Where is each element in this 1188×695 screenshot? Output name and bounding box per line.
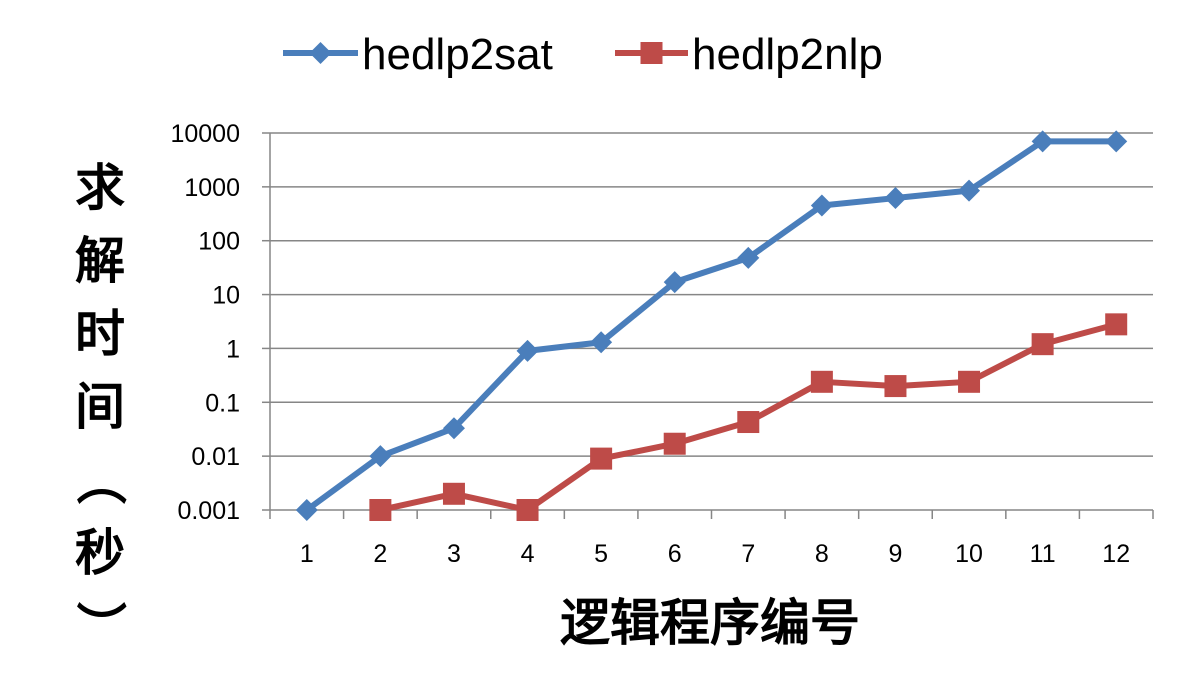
data-point (884, 375, 907, 398)
data-point (884, 187, 907, 210)
series-layer (295, 130, 1128, 521)
data-point (810, 194, 833, 217)
axes (262, 132, 1154, 519)
data-point (1031, 333, 1054, 356)
data-point (442, 417, 465, 440)
data-point (516, 339, 539, 362)
gridlines (270, 132, 1153, 457)
data-point (1031, 130, 1054, 153)
data-point (1105, 130, 1128, 153)
series-line (305, 138, 1117, 513)
series-hedlp2nlp (369, 313, 1128, 521)
y-axis-title-char: 时 (75, 304, 125, 363)
y-tick-label: 1000 (184, 174, 240, 202)
x-tick-label: 11 (1030, 540, 1056, 568)
x-tick-label: 7 (741, 540, 755, 568)
x-tick-label: 9 (889, 540, 903, 568)
y-axis-title-char: 求 (75, 158, 125, 217)
legend-label: hedlp2nlp (692, 30, 883, 79)
x-tick-label: 5 (594, 540, 608, 568)
data-point (737, 411, 760, 434)
data-point (516, 499, 539, 521)
data-point (295, 499, 318, 521)
x-tick-label: 12 (1102, 540, 1130, 568)
x-tick-label: 1 (300, 540, 314, 568)
data-point (442, 482, 465, 505)
x-tick-label: 2 (373, 540, 387, 568)
data-point (1105, 313, 1128, 336)
legend-label: hedlp2sat (362, 30, 553, 79)
data-point (369, 445, 392, 468)
data-point (958, 370, 981, 393)
y-tick-label: 10 (212, 282, 240, 310)
y-axis-title-char: 解 (75, 231, 125, 290)
y-axis-title-char: 秒 (75, 523, 125, 582)
legend-item: hedlp2sat (283, 30, 553, 79)
x-tick-label: 6 (668, 540, 682, 568)
x-axis-title: 逻辑程序编号 (560, 593, 860, 652)
legend-marker (309, 42, 332, 64)
data-point (590, 331, 613, 354)
y-tick-label: 1 (226, 335, 240, 363)
y-tick-labels: 0.001 0.01 0.1 1 10 100 1000 10000 (170, 120, 240, 525)
data-point (590, 447, 613, 470)
data-point (663, 432, 686, 455)
y-axis-title-char: ） (71, 601, 130, 651)
y-axis-title-char: （ (71, 455, 130, 505)
y-tick-label: 100 (198, 228, 240, 256)
x-tick-label: 3 (447, 540, 461, 568)
data-point (737, 246, 760, 269)
legend: hedlp2sat hedlp2nlp (283, 30, 883, 79)
y-tick-label: 0.01 (191, 443, 240, 471)
x-tick-label: 10 (955, 540, 983, 568)
data-point (369, 499, 392, 521)
series-hedlp2sat (295, 130, 1128, 521)
y-tick-label: 10000 (170, 120, 240, 148)
legend-item: hedlp2nlp (615, 30, 883, 79)
y-tick-label: 0.1 (205, 389, 240, 417)
x-tick-label: 8 (815, 540, 829, 568)
data-point (958, 179, 981, 202)
x-tick-label: 4 (521, 540, 535, 568)
y-axis-title-char: 间 (75, 377, 125, 436)
y-tick-label: 0.001 (177, 497, 240, 525)
legend-marker (640, 42, 663, 64)
x-tick-labels: 1 2 3 4 5 6 7 8 9 10 11 12 (300, 540, 1130, 568)
data-point (810, 370, 833, 393)
data-point (663, 271, 686, 294)
